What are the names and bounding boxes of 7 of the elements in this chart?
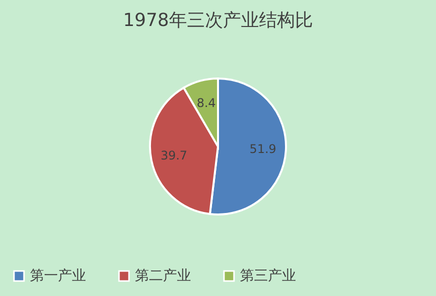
data-label: 39.7 (160, 148, 188, 163)
data-label: 8.4 (196, 96, 216, 110)
data-label: 51.9 (250, 142, 276, 156)
legend-label: 第二产业 (135, 268, 191, 284)
legend-label: 第三产业 (240, 268, 296, 284)
legend-label: 第一产业 (30, 268, 86, 284)
chart-title: 1978年三次产业结构比 (123, 10, 313, 31)
